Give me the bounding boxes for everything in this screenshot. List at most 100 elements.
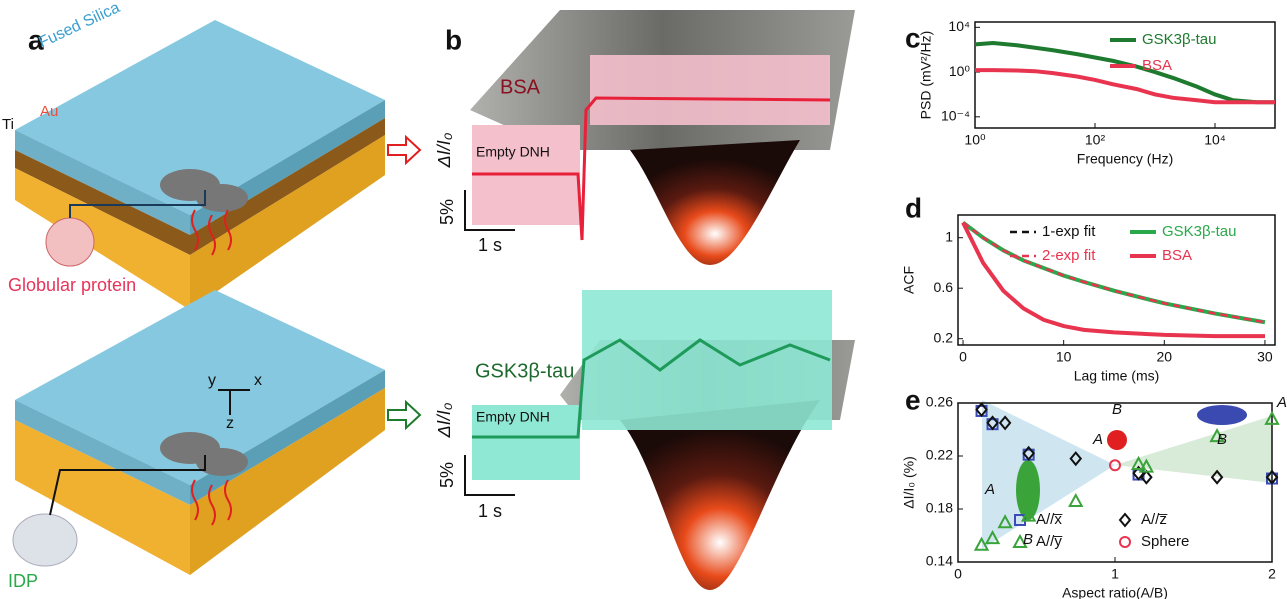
- annotation: A: [984, 481, 995, 498]
- scale-label: 5%: [437, 462, 457, 488]
- hole: [196, 448, 248, 476]
- legend-label: 1-exp fit: [1042, 223, 1096, 240]
- annotation: A: [1092, 431, 1103, 448]
- trace-band: [590, 55, 830, 125]
- legend-label: A//z̅: [1141, 511, 1168, 528]
- axis-label: ΔI/I₀: [434, 132, 454, 168]
- legend-marker: [1012, 533, 1028, 548]
- ellipsoid-icon: [1197, 405, 1247, 425]
- x-tick-label: 0: [954, 566, 962, 582]
- x-axis-label: Aspect ratio(A/B): [1062, 585, 1168, 599]
- label: Fused Silica: [36, 0, 122, 51]
- shade: [982, 400, 1115, 549]
- legend-label: A//y̅: [1036, 533, 1063, 550]
- y-tick-label: 0.2: [934, 329, 954, 345]
- y-tick-label: 10⁻⁴: [941, 108, 970, 124]
- plot-frame: [957, 214, 1276, 346]
- silica-side: [15, 130, 190, 235]
- slab-top: [15, 20, 385, 310]
- trace-band: [472, 405, 580, 480]
- scale-label: 1 s: [478, 235, 502, 255]
- marker: [1109, 459, 1121, 472]
- y-axis-label: ΔI/I₀ (%): [901, 456, 917, 509]
- gold-side: [15, 168, 190, 310]
- label: Empty DNH: [476, 144, 550, 160]
- panel-label: a: [28, 24, 44, 55]
- label: Ti: [2, 116, 14, 133]
- shade: [1115, 416, 1272, 483]
- axes: [218, 389, 250, 415]
- x-axis-label: Lag time (ms): [1074, 368, 1160, 384]
- marker: [1140, 469, 1153, 485]
- series-line: [975, 68, 1275, 105]
- marker: [1020, 507, 1037, 522]
- annotation: B: [1023, 531, 1033, 548]
- marker: [1068, 492, 1084, 508]
- marker: [973, 536, 990, 551]
- y-axis-label: ACF: [901, 266, 917, 294]
- y-tick-label: 0.26: [926, 394, 953, 410]
- legend-label: 2-exp fit: [1042, 247, 1096, 264]
- legend-label: A//x̅: [1036, 511, 1063, 528]
- legend-label: GSK3β-tau: [1142, 31, 1217, 48]
- energy-well: [630, 140, 800, 265]
- light: [191, 209, 232, 256]
- protein-bubble: [45, 217, 95, 267]
- leader: [69, 190, 206, 218]
- y-tick-label: 0.14: [926, 553, 953, 569]
- panel-label: e: [905, 384, 921, 415]
- axis-label: x: [254, 372, 262, 389]
- x-tick-label: 20: [1157, 349, 1173, 365]
- y-tick-label: 0.18: [926, 500, 953, 516]
- y-tick-label: 0.22: [926, 447, 953, 463]
- series-line: [961, 221, 1265, 339]
- marker: [1138, 458, 1155, 473]
- silica-face: [15, 290, 385, 485]
- label: BSA: [500, 76, 541, 98]
- light: [191, 479, 232, 526]
- hole: [196, 184, 248, 212]
- marker: [1264, 410, 1280, 425]
- sphere-icon: [1107, 430, 1127, 450]
- legend-label: BSA: [1142, 57, 1172, 74]
- x-tick-label: 10²: [1085, 132, 1106, 148]
- axis-label: z: [226, 415, 234, 432]
- panel-label: d: [905, 192, 922, 223]
- idp-bubble: [12, 513, 78, 567]
- ellipsoid-icon: [1016, 460, 1040, 520]
- marker: [975, 402, 988, 418]
- marker: [1209, 428, 1225, 443]
- scale-bar: [464, 190, 515, 231]
- silica-side: [15, 400, 190, 505]
- marker: [1265, 469, 1279, 485]
- legend-label: BSA: [1162, 247, 1192, 264]
- axis-label: y: [208, 372, 216, 389]
- x-tick-label: 10: [1056, 349, 1072, 365]
- label: Empty DNH: [476, 409, 550, 425]
- x-tick-label: 1: [1111, 566, 1119, 582]
- energy-well: [620, 400, 820, 590]
- annotation: B: [1217, 431, 1227, 448]
- legend-label: Sphere: [1141, 533, 1189, 550]
- series-line: [974, 40, 1275, 105]
- trace-band: [582, 290, 832, 430]
- scale-label: 5%: [437, 199, 457, 225]
- x-tick-label: 30: [1257, 349, 1273, 365]
- legend-label: GSK3β-tau: [1162, 223, 1237, 240]
- y-axis-label: PSD (mV²/Hz): [918, 31, 934, 120]
- marker: [998, 415, 1012, 431]
- scale-bar: [464, 455, 515, 496]
- x-axis-label: Frequency (Hz): [1077, 151, 1173, 167]
- gold-side: [15, 420, 190, 575]
- marker: [1210, 469, 1224, 485]
- label: Globular protein: [8, 275, 136, 295]
- gold-side: [190, 135, 385, 310]
- scale-label: 1 s: [478, 501, 502, 521]
- y-tick-label: 0.6: [934, 279, 954, 295]
- x-tick-label: 10⁴: [1204, 132, 1226, 148]
- label: GSK3β-tau: [475, 360, 574, 382]
- marker: [984, 530, 1001, 545]
- trace: [472, 96, 831, 241]
